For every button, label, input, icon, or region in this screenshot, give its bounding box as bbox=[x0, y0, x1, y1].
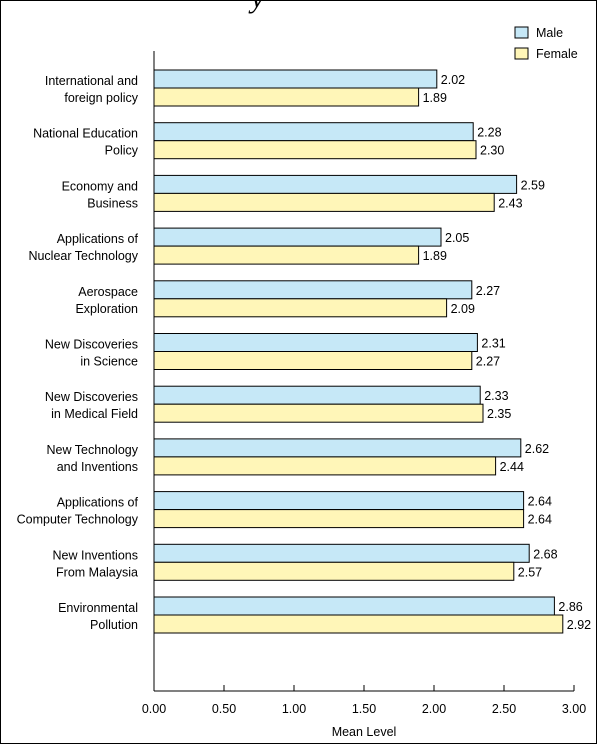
data-label-male-aerospace-exploration: 2.27 bbox=[476, 284, 500, 298]
legend-swatch-female bbox=[514, 47, 529, 60]
data-label-male-new-discoveries-in-science: 2.31 bbox=[481, 337, 505, 351]
bar-male-applications-of-nuclear-technology bbox=[153, 227, 442, 247]
data-label-female-new-inventions-from-malaysia: 2.57 bbox=[518, 565, 542, 579]
bar-male-environmental-pollution bbox=[153, 596, 555, 616]
bar-male-new-discoveries-in-science bbox=[153, 333, 478, 352]
data-label-male-applications-of-nuclear-technology: 2.05 bbox=[445, 231, 469, 245]
data-label-female-applications-of-nuclear-technology: 1.89 bbox=[423, 249, 447, 263]
category-label-new-inventions-from-malaysia: New Inventions From Malaysia bbox=[53, 548, 139, 579]
x-tick-label-2-50: 2.50 bbox=[492, 702, 516, 716]
legend-swatch-male bbox=[514, 26, 529, 39]
x-tick-label-1-50: 1.50 bbox=[352, 702, 376, 716]
bar-female-environmental-pollution bbox=[153, 614, 564, 634]
bar-male-national-education-policy bbox=[153, 122, 474, 142]
bar-female-new-discoveries-in-science bbox=[153, 351, 473, 370]
category-label-environmental-pollution: Environmental Pollution bbox=[58, 601, 138, 632]
bar-female-new-discoveries-in-medical-field bbox=[153, 403, 484, 423]
bar-female-aerospace-exploration bbox=[153, 298, 448, 318]
category-label-aerospace-exploration: Aerospace Exploration bbox=[75, 285, 138, 316]
bar-female-applications-of-computer-technology bbox=[153, 509, 525, 529]
bar-female-economy-and-business bbox=[153, 192, 495, 212]
category-label-national-education-policy: National Education Policy bbox=[33, 127, 139, 158]
legend-label-female: Female bbox=[536, 47, 578, 61]
bar-female-international-and-foreign-policy bbox=[153, 87, 420, 107]
category-label-applications-of-nuclear-technology: Applications of Nuclear Technology bbox=[28, 232, 138, 263]
x-axis-title: Mean Level bbox=[332, 725, 397, 739]
category-label-applications-of-computer-technology: Applications of Computer Technology bbox=[17, 496, 139, 527]
category-label-new-discoveries-in-science: New Discoveries in Science bbox=[45, 338, 138, 369]
data-label-male-national-education-policy: 2.28 bbox=[477, 126, 501, 140]
x-tick-label-3-00: 3.00 bbox=[562, 702, 586, 716]
bar-female-national-education-policy bbox=[153, 140, 477, 160]
x-tick-label-2-00: 2.00 bbox=[422, 702, 446, 716]
chart-title-fragment: y bbox=[251, 1, 264, 15]
data-label-male-new-technology-and-inventions: 2.62 bbox=[525, 442, 549, 456]
data-label-male-environmental-pollution: 2.86 bbox=[558, 600, 582, 614]
data-label-female-national-education-policy: 2.30 bbox=[480, 144, 504, 158]
data-label-male-economy-and-business: 2.59 bbox=[521, 178, 545, 192]
bar-female-new-technology-and-inventions bbox=[153, 456, 497, 476]
bar-male-new-discoveries-in-medical-field bbox=[153, 385, 481, 405]
legend-label-male: Male bbox=[536, 26, 563, 40]
bar-male-economy-and-business bbox=[153, 174, 518, 194]
bar-male-aerospace-exploration bbox=[153, 280, 473, 300]
x-tick-label-1-00: 1.00 bbox=[282, 702, 306, 716]
category-label-economy-and-business: Economy and Business bbox=[62, 179, 138, 210]
x-tick-label-0-50: 0.50 bbox=[212, 702, 236, 716]
bar-female-applications-of-nuclear-technology bbox=[153, 245, 420, 265]
bar-female-new-inventions-from-malaysia bbox=[153, 561, 515, 581]
data-label-female-economy-and-business: 2.43 bbox=[498, 196, 522, 210]
data-label-female-new-technology-and-inventions: 2.44 bbox=[500, 460, 524, 474]
data-label-male-new-discoveries-in-medical-field: 2.33 bbox=[484, 389, 508, 403]
data-label-male-international-and-foreign-policy: 2.02 bbox=[441, 73, 465, 87]
bar-male-new-inventions-from-malaysia bbox=[153, 543, 530, 563]
data-label-female-new-discoveries-in-medical-field: 2.35 bbox=[487, 407, 511, 421]
data-label-female-new-discoveries-in-science: 2.27 bbox=[476, 355, 500, 369]
data-label-female-environmental-pollution: 2.92 bbox=[567, 618, 591, 632]
data-label-female-applications-of-computer-technology: 2.64 bbox=[528, 513, 552, 527]
x-tick-label-0-00: 0.00 bbox=[142, 702, 166, 716]
category-label-new-technology-and-inventions: New Technology and Inventions bbox=[47, 443, 139, 474]
category-label-new-discoveries-in-medical-field: New Discoveries in Medical Field bbox=[45, 390, 138, 421]
data-label-female-international-and-foreign-policy: 1.89 bbox=[423, 91, 447, 105]
category-label-international-and-foreign-policy: International and foreign policy bbox=[45, 74, 139, 105]
data-label-female-aerospace-exploration: 2.09 bbox=[451, 302, 475, 316]
data-label-male-applications-of-computer-technology: 2.64 bbox=[528, 495, 552, 509]
bar-male-new-technology-and-inventions bbox=[153, 438, 522, 458]
bar-male-international-and-foreign-policy bbox=[153, 69, 438, 89]
data-label-male-new-inventions-from-malaysia: 2.68 bbox=[533, 547, 557, 561]
bar-male-applications-of-computer-technology bbox=[153, 491, 525, 511]
